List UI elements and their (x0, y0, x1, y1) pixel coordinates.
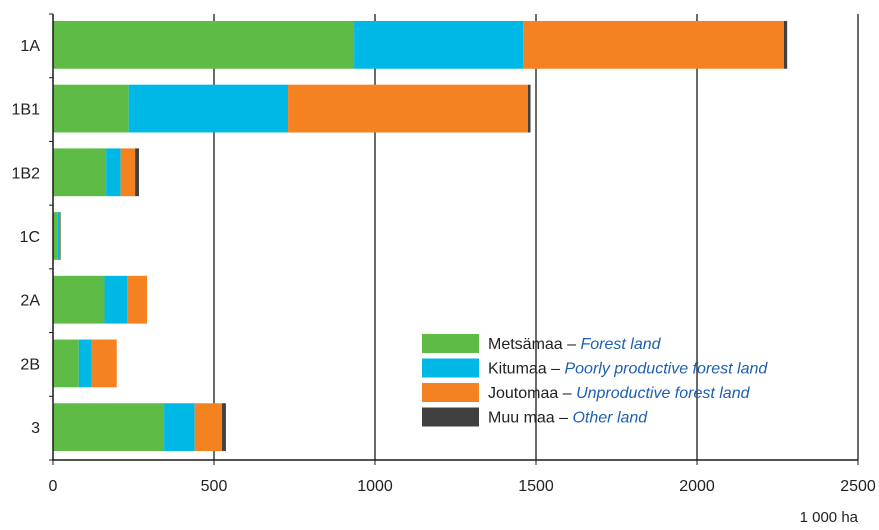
legend-swatch (422, 383, 479, 402)
legend: Metsämaa – Forest land Kitumaa – Poorly p… (422, 334, 768, 427)
legend-entry: Joutomaa – Unproductive forest land (488, 385, 751, 402)
category-label: 3 (31, 420, 40, 437)
legend-entry: Kitumaa – Poorly productive forest land (488, 361, 768, 378)
x-tick-label: 2500 (840, 478, 876, 495)
bar-1A-metsämaa (53, 20, 355, 69)
bar-1A-muu-maa (783, 20, 788, 69)
bar-2B-metsämaa (53, 339, 79, 388)
x-tick-label: 1500 (518, 478, 554, 495)
category-label: 2A (20, 293, 40, 310)
legend-swatch (422, 407, 479, 427)
legend-entry: Muu maa – Other land (488, 410, 648, 427)
bar-1B2-kitumaa (106, 148, 121, 197)
bar-2B-kitumaa (78, 339, 92, 388)
bar-2A-joutomaa (127, 275, 148, 324)
axes (49, 13, 859, 465)
bar-1C-metsämaa (53, 212, 58, 260)
bar-3-joutomaa (194, 403, 223, 452)
category-label: 2B (20, 356, 40, 373)
bar-1B1-kitumaa (128, 84, 289, 133)
bar-1B2-muu-maa (135, 148, 139, 197)
x-tick-label: 1000 (357, 478, 393, 495)
bar-2B-joutomaa (91, 339, 117, 388)
legend-entry: Metsämaa – Forest land (488, 336, 662, 353)
category-labels: 1A 1B1 1B2 1C 2A 2B 3 (12, 38, 41, 437)
bar-1B1-muu-maa (527, 84, 531, 133)
bar-1B1-joutomaa (288, 84, 528, 133)
x-tick-label: 2000 (679, 478, 715, 495)
bar-1A-kitumaa (354, 20, 524, 69)
legend-swatch (422, 358, 479, 378)
bar-2A-kitumaa (104, 275, 128, 324)
bar-2A-metsämaa (53, 275, 105, 324)
category-label: 1B2 (12, 165, 41, 182)
bars (53, 20, 788, 452)
x-tick-labels: 0 500 1000 1500 2000 2500 (49, 478, 876, 495)
x-axis-unit-label: 1 000 ha (800, 509, 859, 526)
bar-3-muu-maa (222, 403, 226, 452)
legend-swatch (422, 334, 479, 353)
bar-3-kitumaa (164, 403, 195, 452)
x-tick-label: 0 (49, 478, 58, 495)
x-tick-label: 500 (201, 478, 228, 495)
category-label: 1A (20, 38, 40, 55)
bar-3-metsämaa (53, 403, 165, 452)
bar-1B2-metsämaa (53, 148, 107, 197)
bar-1C-joutomaa (60, 212, 62, 260)
bar-1B2-joutomaa (120, 148, 136, 197)
bar-1A-joutomaa (523, 20, 784, 69)
bar-1C-kitumaa (57, 212, 61, 260)
category-label: 1C (20, 229, 40, 246)
bar-1B1-metsämaa (53, 84, 129, 133)
category-label: 1B1 (12, 102, 41, 119)
